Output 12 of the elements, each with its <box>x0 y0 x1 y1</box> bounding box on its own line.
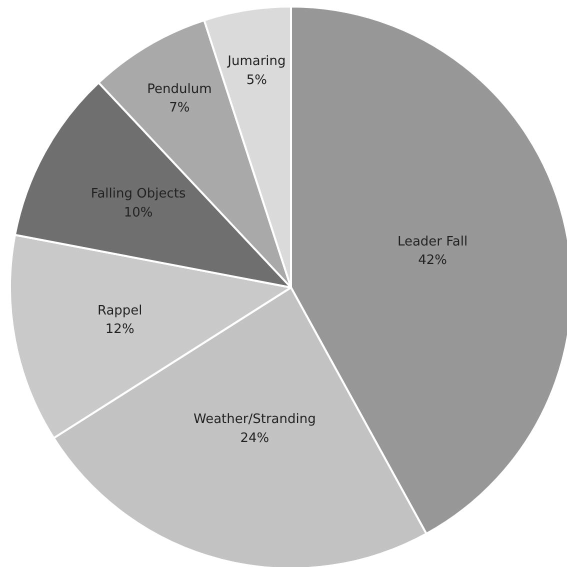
data-label: 24% <box>240 430 270 446</box>
slice-label: Jumaring <box>226 54 286 70</box>
data-label: 42% <box>418 253 447 268</box>
data-label: 10% <box>124 205 153 220</box>
slice-label: Falling Objects <box>90 186 186 202</box>
data-label: 5% <box>246 72 268 88</box>
slice-label: Weather/Stranding <box>193 412 316 428</box>
data-label: 12% <box>105 322 134 338</box>
slice-label: Rappel <box>97 303 142 318</box>
slice-label: Pendulum <box>147 82 212 97</box>
slice-label: Leader Fall <box>397 234 468 250</box>
data-label: 7% <box>169 100 190 116</box>
